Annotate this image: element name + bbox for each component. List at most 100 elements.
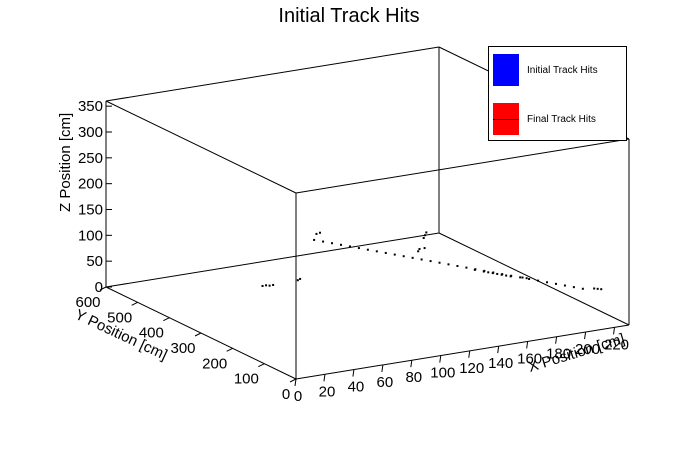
hit-point: [313, 238, 316, 241]
z-tick-label: 150: [78, 202, 103, 219]
z-axis-ticks: 0 50 100 150 200 250 300 350: [78, 98, 112, 296]
hit-point: [537, 279, 540, 282]
hit-point: [438, 261, 441, 264]
hit-point: [411, 256, 414, 259]
hit-point: [322, 240, 325, 243]
hit-point: [521, 276, 524, 279]
hit-point: [420, 258, 423, 261]
y-tick-mark: [258, 363, 265, 368]
z-tick-label: 100: [78, 227, 103, 244]
hit-point: [554, 282, 557, 285]
hit-point: [491, 272, 494, 275]
hit-point: [299, 277, 302, 280]
hit-point: [487, 271, 490, 274]
hit-point: [505, 274, 508, 277]
hit-point: [528, 277, 531, 280]
x-tick-label: 100: [430, 365, 455, 382]
x-tick-mark: [468, 350, 471, 358]
y-axis-ticks: 0 100 200 300 400 500 600: [75, 286, 297, 403]
x-tick-mark: [555, 336, 558, 344]
hit-point: [572, 286, 575, 289]
hit-point: [393, 253, 396, 256]
hit-point: [525, 277, 528, 280]
hit-point: [509, 275, 512, 278]
y-tick-label: 100: [234, 371, 259, 388]
y-tick-mark: [131, 301, 138, 306]
hit-point: [331, 242, 334, 245]
hit-point: [348, 245, 351, 248]
x-tick-label: 120: [459, 360, 484, 377]
z-tick-label: 250: [78, 150, 103, 167]
z-tick-label: 50: [86, 253, 103, 270]
y-tick-label: 200: [202, 355, 227, 372]
hit-point: [268, 284, 271, 287]
x-tick-mark: [410, 360, 413, 368]
x-tick-label: 60: [377, 374, 394, 391]
y-tick-mark: [226, 347, 233, 352]
legend-label-final: Final Track Hits: [527, 113, 596, 125]
x-tick-label: 200: [575, 341, 600, 358]
x-tick-mark: [526, 341, 529, 349]
x-tick-label: 220: [604, 336, 629, 353]
legend: Initial Track Hits Final Track Hits: [488, 46, 627, 141]
x-tick-mark: [497, 346, 500, 354]
box-edge: [105, 232, 440, 288]
x-tick-mark: [613, 327, 616, 335]
legend-item-initial: Initial Track Hits: [493, 54, 598, 86]
x-tick-label: 180: [546, 346, 571, 363]
x-tick-mark: [584, 331, 587, 340]
legend-item-final: Final Track Hits: [493, 103, 596, 135]
hit-point: [417, 250, 420, 253]
box-edge: [438, 232, 630, 326]
hit-point: [424, 234, 427, 237]
hit-point: [425, 231, 428, 234]
x-tick-mark: [439, 355, 442, 363]
y-tick-label: 500: [107, 309, 132, 326]
hit-point: [423, 247, 426, 250]
hit-points: [261, 231, 603, 291]
z-tick-label: 300: [78, 124, 103, 141]
legend-swatch-final: [493, 103, 519, 135]
hit-point: [482, 270, 485, 273]
z-tick-label: 200: [78, 176, 103, 193]
hit-point: [366, 248, 369, 251]
hit-point: [563, 284, 566, 287]
hit-point: [315, 232, 318, 235]
z-tick-label: 0: [95, 279, 103, 296]
hit-point: [318, 231, 321, 234]
hit-point: [465, 266, 468, 269]
x-tick-label: 140: [488, 355, 513, 372]
x-tick-label: 40: [348, 379, 365, 396]
hit-point: [473, 268, 476, 271]
hit-point: [596, 287, 599, 290]
chart-title: Initial Track Hits: [278, 5, 420, 27]
hit-point: [447, 263, 450, 266]
hit-point: [496, 272, 499, 275]
x-tick-mark: [381, 364, 384, 372]
hit-point: [384, 251, 387, 254]
legend-label-initial: Initial Track Hits: [527, 64, 598, 76]
y-tick-label: 300: [170, 340, 195, 357]
z-axis-label: Z Position [cm]: [57, 113, 74, 212]
x-tick-label: 160: [517, 350, 542, 367]
hit-point: [519, 276, 522, 279]
x-tick-label: 0: [294, 388, 302, 405]
hit-point: [429, 260, 432, 263]
hit-point: [296, 279, 299, 282]
x-tick-label: 80: [405, 369, 422, 386]
hit-point: [265, 284, 268, 287]
hit-point: [261, 284, 264, 287]
hit-point: [422, 237, 425, 240]
hit-point: [600, 288, 603, 291]
box-edge: [105, 100, 297, 194]
y-tick-mark: [99, 286, 107, 291]
hit-point: [357, 247, 360, 250]
legend-swatch-initial: [493, 54, 519, 86]
y-tick-label: 600: [75, 294, 100, 311]
x-tick-label: 20: [319, 383, 336, 400]
y-tick-mark: [194, 332, 202, 337]
hit-point: [546, 281, 549, 284]
x-axis-ticks: 0 20 40 60 80 100 120 140 160 180 200 220: [294, 327, 629, 405]
y-tick-mark: [163, 317, 170, 322]
